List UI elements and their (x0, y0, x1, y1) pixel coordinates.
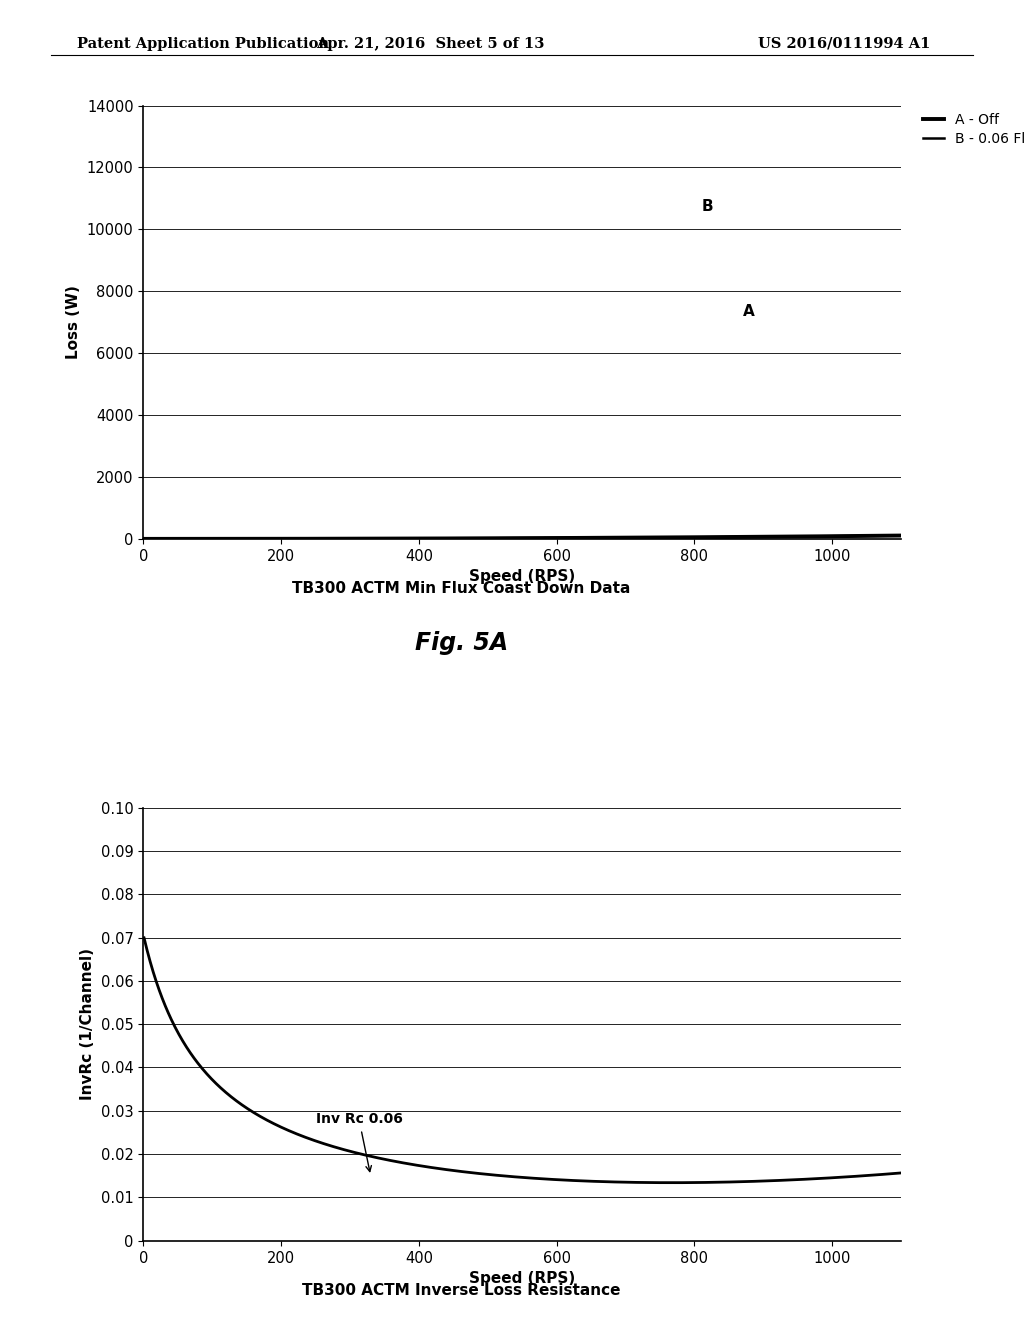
Text: B: B (701, 199, 713, 214)
Text: Fig. 5A: Fig. 5A (415, 631, 508, 655)
X-axis label: Speed (RPS): Speed (RPS) (469, 569, 575, 585)
Legend: A - Off, B - 0.06 Flux: A - Off, B - 0.06 Flux (924, 112, 1024, 147)
Y-axis label: Loss (W): Loss (W) (67, 285, 81, 359)
Y-axis label: InvRc (1/Channel): InvRc (1/Channel) (80, 948, 95, 1100)
Text: Apr. 21, 2016  Sheet 5 of 13: Apr. 21, 2016 Sheet 5 of 13 (315, 37, 545, 51)
Text: US 2016/0111994 A1: US 2016/0111994 A1 (758, 37, 930, 51)
X-axis label: Speed (RPS): Speed (RPS) (469, 1271, 575, 1286)
Text: Inv Rc 0.06: Inv Rc 0.06 (315, 1113, 402, 1172)
Text: A: A (742, 304, 755, 319)
Text: TB300 ACTM Inverse Loss Resistance: TB300 ACTM Inverse Loss Resistance (302, 1283, 621, 1298)
Text: TB300 ACTM Min Flux Coast Down Data: TB300 ACTM Min Flux Coast Down Data (293, 581, 631, 597)
Text: Patent Application Publication: Patent Application Publication (77, 37, 329, 51)
